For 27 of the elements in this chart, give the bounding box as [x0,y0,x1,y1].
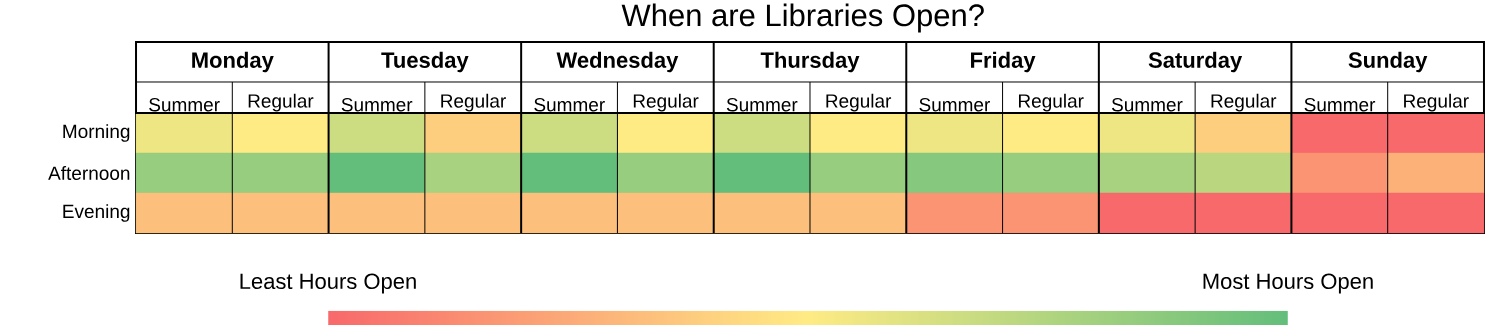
color-bar-label: Most Hours Open [1203,273,1373,294]
x-tick-label: Regular [1018,93,1084,112]
x-tick-label: Regular [1404,93,1469,112]
text: Thursday [760,51,860,73]
x-tick-label: Summer [149,98,220,112]
x-tick-label: Summer [341,98,413,112]
text: Friday [971,51,1036,73]
x-tick-label: Regular [826,93,892,112]
x-tick-label: Regular [633,93,699,112]
y-tick-label: Evening [63,204,130,222]
x-tick-label: Regular [248,93,314,112]
x-tick-label: Regular [441,93,506,112]
y-tick-label: Morning [63,124,130,142]
y-tick-label: Afternoon [48,166,130,180]
x-tick-label: Summer [919,98,990,112]
x-tick-label: Summer [534,98,605,112]
text: Monday [192,51,274,73]
x-tick-label: Summer [1111,98,1183,112]
text: Sunday [1348,51,1428,73]
x-tick-label: Summer [726,98,798,112]
color-bar-label: Least Hours Open [240,273,416,294]
text: Tuesday [381,51,469,73]
text: Wednesday [556,51,679,73]
x-tick-label: Regular [1211,93,1277,112]
x-tick-label: Summer [1304,98,1376,112]
chart-title: When are Libraries Open? [621,3,984,33]
text: Saturday [1148,51,1243,73]
